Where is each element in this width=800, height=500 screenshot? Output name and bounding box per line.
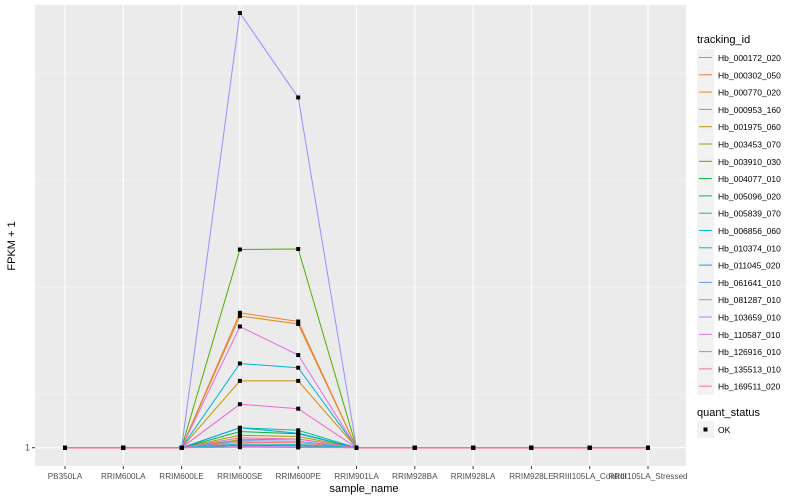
data-point — [296, 431, 301, 436]
legend-label: Hb_010374_010 — [718, 243, 781, 253]
data-point — [296, 378, 301, 383]
data-point — [296, 437, 301, 442]
plot-panel — [35, 5, 686, 466]
legend-label: Hb_000953_160 — [718, 105, 781, 115]
data-point — [237, 324, 242, 329]
shape-legend-symbol — [703, 427, 708, 432]
x-tick-label: RRIM901LA — [334, 472, 379, 481]
data-point — [296, 439, 301, 444]
data-point — [237, 402, 242, 407]
data-point — [237, 441, 242, 446]
data-point — [296, 445, 301, 450]
data-point — [296, 321, 301, 326]
legend-label: Hb_081287_010 — [718, 295, 781, 305]
x-tick-label: PB350LA — [48, 472, 83, 481]
data-point — [121, 445, 126, 450]
legend-label: Hb_110587_010 — [718, 330, 781, 340]
data-points — [63, 11, 650, 450]
legend-title: tracking_id — [697, 34, 750, 46]
data-point — [179, 445, 184, 450]
data-point — [237, 435, 242, 440]
legend-label: Hb_004077_010 — [718, 174, 781, 184]
data-point — [237, 314, 242, 319]
legend-label: Hb_006856_060 — [718, 226, 781, 236]
data-point — [237, 310, 242, 315]
x-tick-label: RRIM928LE — [509, 472, 554, 481]
data-point — [237, 433, 242, 438]
x-tick-label: RRIM600LA — [101, 472, 146, 481]
legend: Hb_000172_020 Hb_000302_050 Hb_000770_020 H… — [697, 49, 781, 438]
data-point — [237, 11, 242, 15]
data-point — [237, 438, 242, 443]
data-point — [296, 365, 301, 370]
data-point — [296, 95, 301, 100]
legend-label: Hb_000302_050 — [718, 70, 781, 80]
legend-label: Hb_003910_030 — [718, 157, 781, 167]
y-tick-label: 1 — [25, 443, 30, 453]
legend-label: Hb_061641_010 — [718, 278, 781, 288]
legend-label: Hb_003453_070 — [718, 140, 781, 150]
x-tick-label: RRIII105LA_Stressed — [608, 472, 688, 481]
shape-legend-title: quant_status — [697, 407, 760, 419]
data-point — [237, 425, 242, 430]
data-point — [412, 445, 417, 450]
legend-label: Hb_000172_020 — [718, 53, 781, 63]
x-tick-label: RRIM600PE — [275, 472, 321, 481]
x-tick-label: RRIM600LE — [159, 472, 204, 481]
x-tick-label: RRIM928LA — [451, 472, 496, 481]
data-point — [354, 445, 359, 450]
data-point — [587, 445, 592, 450]
data-point — [296, 246, 301, 251]
legend-label: Hb_005096_020 — [718, 191, 781, 201]
legend-label: Hb_169511_020 — [718, 382, 781, 392]
data-point — [296, 434, 301, 439]
data-point — [237, 429, 242, 434]
legend-label: Hb_103659_010 — [718, 313, 781, 323]
legend-label: Hb_001975_060 — [718, 122, 781, 132]
data-point — [296, 353, 301, 358]
x-tick-label: RRIII105LA_Control — [553, 472, 626, 481]
y-axis-title: FPKM + 1 — [6, 221, 18, 270]
data-point — [296, 442, 301, 447]
legend-label: Hb_000770_020 — [718, 88, 781, 98]
data-point — [296, 428, 301, 433]
data-point — [471, 445, 476, 450]
legend-label: Hb_126916_010 — [718, 347, 781, 357]
data-point — [237, 361, 242, 366]
x-tick-label: RRIM928BA — [392, 472, 438, 481]
x-axis-title: sample_name — [329, 483, 398, 495]
legend-label: Hb_011045_020 — [718, 261, 781, 271]
data-point — [646, 445, 650, 450]
data-point — [237, 445, 242, 450]
data-point — [296, 406, 301, 411]
data-point — [237, 378, 242, 383]
data-point — [296, 319, 301, 324]
legend-label: Hb_135513_010 — [718, 364, 781, 374]
data-point — [529, 445, 534, 450]
shape-legend-label: OK — [718, 425, 731, 435]
legend-label: Hb_005839_070 — [718, 209, 781, 219]
axes: 1 PB350LA RRIM600LA RRIM600LE RRIM600SE RRIM6… — [25, 443, 688, 481]
x-tick-label: RRIM600SE — [217, 472, 263, 481]
data-point — [63, 445, 67, 450]
data-point — [237, 247, 242, 252]
panel-background — [35, 5, 686, 466]
